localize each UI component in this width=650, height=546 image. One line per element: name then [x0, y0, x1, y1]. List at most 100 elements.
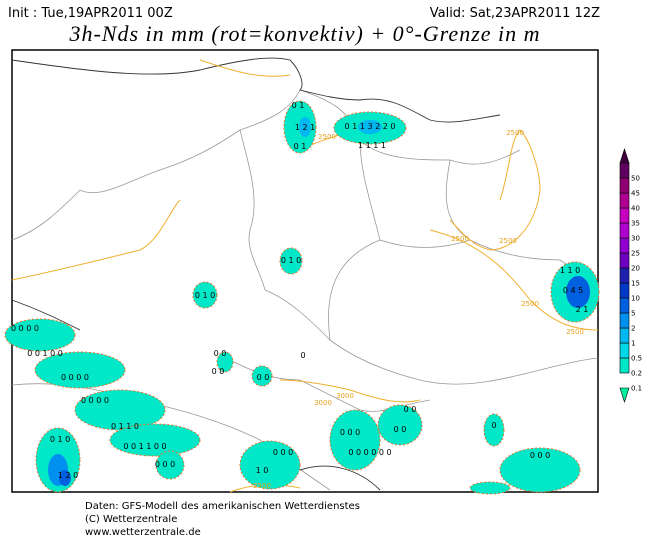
contour-label: 2500 — [318, 133, 336, 141]
cell-value: 0 1 — [294, 142, 307, 151]
cell-value: 1 1 1 1 — [358, 141, 386, 150]
cell-value: 0 4 5 — [563, 286, 583, 295]
cell-value: 1 2 0 — [58, 471, 78, 480]
precip-core — [299, 117, 311, 137]
colorbar-box — [619, 267, 630, 284]
colorbar-box — [619, 237, 630, 254]
colorbar-label: 25 — [631, 250, 640, 258]
colorbar-label: 0.1 — [631, 385, 642, 393]
colorbar-label: 0.2 — [631, 370, 642, 378]
precip-core — [358, 120, 382, 134]
precip-area — [4, 318, 76, 352]
precip-core — [59, 470, 71, 486]
coastlines — [11, 57, 501, 491]
colorbar-box — [619, 252, 630, 269]
cell-value: 0 0 — [404, 405, 417, 414]
cell-value: 0 0 0 — [155, 460, 175, 469]
contour-label: 3000 — [314, 399, 332, 407]
colorbar-box — [619, 327, 630, 344]
cell-value: 1 0 — [256, 466, 269, 475]
colorbar-label: 20 — [631, 265, 640, 273]
footer: Daten: GFS-Modell des amerikanischen Wet… — [85, 501, 360, 538]
cell-value: 0 1 0 — [281, 256, 301, 265]
colorbar-label: 2 — [631, 325, 635, 333]
precip-area — [239, 440, 301, 490]
colorbar-label: 50 — [631, 175, 640, 183]
colorbar-arrow — [619, 387, 630, 403]
valid-time: Valid: Sat,23APR2011 12Z — [430, 6, 600, 21]
colorbar-arrow — [619, 148, 630, 164]
footer-line: Daten: GFS-Modell des amerikanischen Wet… — [85, 501, 360, 512]
colorbar-box — [619, 192, 630, 209]
contour-label: 2500 — [451, 235, 469, 243]
colorbar-label: 40 — [631, 205, 640, 213]
cell-value: 0 1 — [292, 101, 305, 110]
map-labels: 2500 2500 2500 2500 2500 2500 3000 3000 2500 0 1 1… — [11, 101, 588, 490]
cell-value: 0 1 0 — [195, 291, 215, 300]
contour-label: 2500 — [253, 482, 271, 490]
cell-value: 0 0 0 0 — [11, 324, 39, 333]
cell-value: 0 0 0 0 0 0 — [348, 448, 391, 457]
precip-area — [155, 450, 185, 480]
precip-area — [251, 365, 273, 387]
precipitation — [4, 100, 600, 495]
cell-value: 0 0 0 0 — [61, 373, 89, 382]
precip-area — [469, 481, 511, 495]
colorbar-box — [619, 282, 630, 299]
colorbar-box — [619, 207, 630, 224]
cell-value: 0 0 0 — [530, 451, 550, 460]
footer-line: (C) Wetterzentrale — [85, 514, 177, 525]
contour-label: 3000 — [336, 392, 354, 400]
colorbar-label: 45 — [631, 190, 640, 198]
colorbar-label: 0.5 — [631, 355, 642, 363]
colorbar-label: 15 — [631, 280, 640, 288]
cell-value: 0 1 0 — [50, 435, 70, 444]
precip-area — [279, 247, 303, 275]
contour-label: 2500 — [506, 129, 524, 137]
colorbar-box — [619, 297, 630, 314]
init-time: Init : Tue,19APR2011 00Z — [8, 6, 173, 21]
cell-value: 0 0 0 0 — [81, 396, 109, 405]
colorbar-box — [619, 357, 630, 374]
precip-area — [109, 423, 201, 457]
colorbar-box — [619, 162, 630, 179]
precip-area — [34, 351, 126, 389]
colorbar-label: 1 — [631, 340, 635, 348]
precip-area — [216, 351, 234, 373]
cell-value: 0 0 — [214, 349, 227, 358]
precip-area — [483, 413, 505, 447]
precip-area — [329, 409, 381, 471]
colorbar-box — [619, 342, 630, 359]
colorbar-label: 10 — [631, 295, 640, 303]
cell-value: 0 1 1 3 2 2 0 — [345, 122, 396, 131]
footer-line: www.wetterzentrale.de — [85, 527, 201, 538]
cell-value: 0 0 — [394, 425, 407, 434]
cell-value: 1 1 0 — [560, 266, 580, 275]
contour-label: 2500 — [566, 328, 584, 336]
colorbar-label: 35 — [631, 220, 640, 228]
colorbar-box — [619, 177, 630, 194]
precip-area — [377, 404, 423, 446]
cell-value: 0 — [491, 421, 496, 430]
precip-area — [192, 281, 218, 309]
cell-value: 0 0 0 — [273, 448, 293, 457]
cell-value: 0 0 1 0 0 — [27, 349, 63, 358]
map: 2500 2500 2500 2500 2500 2500 3000 3000 2500 0 1 1… — [4, 49, 600, 495]
cell-value: 1 2 1 — [295, 123, 315, 132]
cell-value: 0 0 1 1 0 0 — [123, 442, 166, 451]
cell-value: 2 1 — [576, 305, 589, 314]
colorbar-label: 5 — [631, 310, 635, 318]
colorbar-box — [619, 312, 630, 329]
cell-value: 0 0 — [257, 373, 270, 382]
colorbar-box — [619, 222, 630, 239]
precip-area — [499, 447, 581, 493]
contour-label: 2500 — [499, 237, 517, 245]
cell-value: 0 — [300, 351, 305, 360]
colorbar-label: 30 — [631, 235, 640, 243]
cell-value: 0 0 0 — [340, 428, 360, 437]
cell-value: 0 0 — [212, 367, 225, 376]
contour-label: 2500 — [521, 300, 539, 308]
